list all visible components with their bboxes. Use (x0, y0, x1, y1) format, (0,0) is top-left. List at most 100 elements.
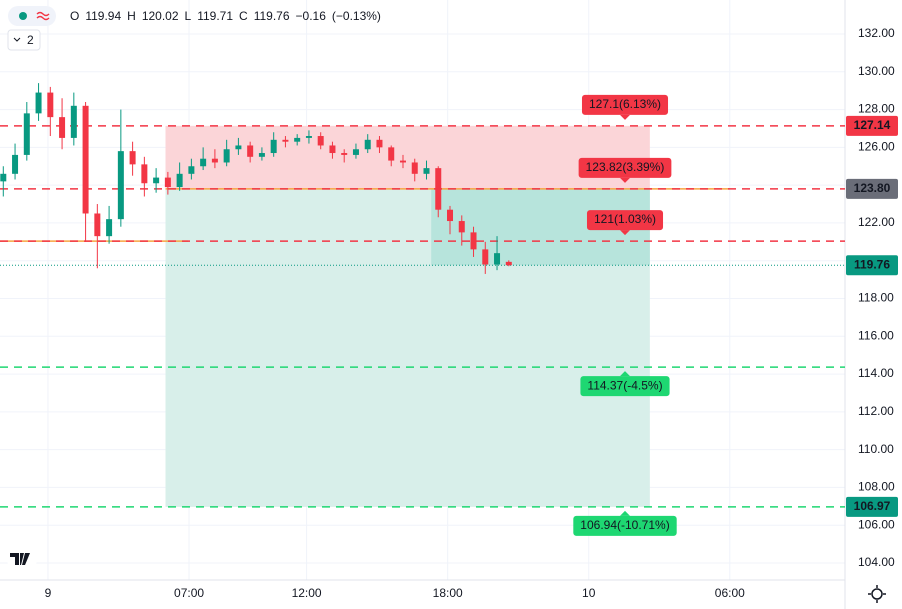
candle-body (294, 137, 301, 142)
ohlc-text: L (185, 9, 192, 23)
ohlc-text: H (127, 9, 136, 23)
toggle-box (7, 29, 41, 51)
y-tick-label: 128.00 (858, 102, 895, 116)
level-label-pointer (620, 114, 630, 120)
price-badge-text: 123.80 (854, 181, 891, 195)
y-tick-label: 110.00 (858, 442, 894, 456)
logo-mark (10, 553, 30, 565)
candle-body (494, 253, 501, 265)
level-label-text: 121(1.03%) (594, 212, 656, 226)
y-tick-label: 116.00 (858, 328, 894, 342)
candle-body (223, 149, 230, 163)
candle-body (411, 162, 418, 174)
candle-body (59, 117, 66, 138)
gear-teeth (868, 585, 886, 603)
candle-body (352, 149, 359, 155)
level-label-pointer (620, 177, 630, 183)
level-label-text: 123.82(3.39%) (586, 160, 665, 174)
ohlc-text: 120.02 (142, 9, 179, 23)
x-tick-label: 12:00 (292, 586, 322, 600)
candle-body (235, 145, 242, 150)
x-tick-label: 9 (45, 586, 52, 600)
price-badge-text: 127.14 (854, 118, 891, 132)
y-tick-label: 106.00 (858, 517, 895, 531)
ohlc-text: 119.94 (85, 9, 121, 23)
candle-body (12, 154, 19, 174)
candle-body (364, 139, 371, 150)
candle-body (211, 158, 218, 163)
level-label-pointer (620, 371, 630, 377)
price-badge (846, 255, 898, 276)
candle-body (117, 151, 124, 220)
level-label-box (578, 157, 672, 178)
candle-body (200, 158, 207, 167)
x-tick-label: 18:00 (433, 586, 463, 600)
stop-zone (165, 125, 650, 189)
chevron (13, 37, 21, 42)
candle-body (23, 113, 30, 155)
candle-body (258, 153, 265, 157)
x-tick-label: 06:00 (715, 586, 745, 600)
level-label-box (573, 515, 677, 536)
candle-body (399, 160, 406, 163)
candle-body (458, 221, 465, 233)
y-tick-label: 118.00 (858, 291, 894, 305)
y-tick-label: 130.00 (858, 64, 895, 78)
indicator-count: 2 (27, 33, 34, 47)
price-badge (846, 496, 898, 517)
candle-body (35, 92, 42, 114)
ohlc-text: −0.16 (296, 9, 327, 23)
level-label-box (580, 376, 670, 397)
status-dot (19, 12, 27, 20)
x-tick-label: 07:00 (174, 586, 204, 600)
candle-body (247, 145, 254, 157)
ohlc-text: 119.76 (254, 9, 290, 23)
candle-body (482, 249, 489, 265)
level-label: 106.94(-10.71%) (573, 510, 677, 536)
level-label: 121(1.03%) (586, 210, 664, 236)
price-badge-text: 106.97 (854, 499, 891, 513)
y-tick-label: 114.00 (858, 366, 894, 380)
candle-body (388, 147, 395, 161)
x-tick-label: 10 (582, 586, 596, 600)
price-badge (846, 178, 898, 199)
symbol-icons[interactable] (8, 6, 56, 26)
candle-body (0, 173, 7, 182)
y-tick-label: 122.00 (858, 215, 895, 229)
settings-icon[interactable] (868, 585, 886, 603)
price-badge-text: 119.76 (854, 257, 890, 271)
ohlc-text: 119.71 (197, 9, 233, 23)
ohlc-text: O (70, 9, 79, 23)
indicators-toggle[interactable]: 2 (7, 29, 41, 51)
candle-body (305, 136, 312, 138)
candle-body (341, 153, 348, 155)
level-label-box (581, 94, 669, 115)
candle-body (164, 177, 171, 188)
level-label: 123.82(3.39%) (578, 157, 672, 183)
y-tick-label: 126.00 (858, 140, 895, 154)
candle-body (270, 139, 277, 154)
candle-body (470, 232, 477, 250)
candle-body (153, 177, 160, 184)
level-label-text: 114.37(-4.5%) (587, 378, 662, 392)
candle-body (188, 166, 195, 174)
candle-body (435, 168, 442, 210)
tv-logo[interactable] (7, 544, 37, 574)
level-label-pointer (620, 230, 630, 236)
level-label: 127.1(6.13%) (581, 94, 669, 120)
candle-body (423, 168, 430, 174)
y-tick-label: 108.00 (858, 480, 895, 494)
candle-body (82, 105, 89, 214)
candle-body (106, 219, 113, 237)
ohlc-text: (−0.13%) (332, 9, 381, 23)
candle-body (447, 209, 454, 222)
level-label: 114.37(-4.5%) (580, 371, 670, 397)
candle-body (505, 261, 512, 266)
candle-body (282, 139, 289, 142)
level-label-pointer (620, 510, 630, 516)
candle-body (129, 151, 136, 165)
candle-body (47, 92, 54, 118)
candle-body (376, 139, 383, 148)
candle-body (176, 173, 183, 188)
